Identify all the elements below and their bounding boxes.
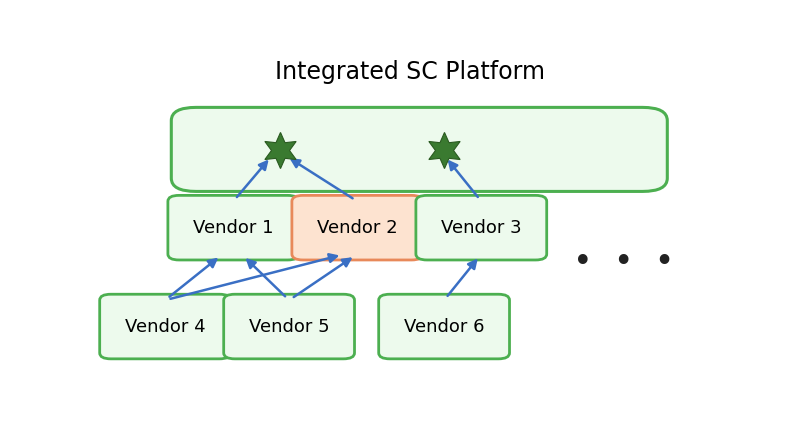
- Text: Vendor 4: Vendor 4: [125, 318, 206, 336]
- Text: Integrated SC Platform: Integrated SC Platform: [275, 59, 545, 83]
- Text: Vendor 5: Vendor 5: [249, 318, 330, 336]
- FancyBboxPatch shape: [224, 294, 354, 359]
- FancyBboxPatch shape: [416, 195, 546, 260]
- Text: •  •  •: • • •: [574, 246, 674, 279]
- FancyBboxPatch shape: [378, 294, 510, 359]
- Text: Vendor 6: Vendor 6: [404, 318, 484, 336]
- Text: Vendor 2: Vendor 2: [317, 219, 398, 237]
- FancyBboxPatch shape: [100, 294, 230, 359]
- Text: Vendor 3: Vendor 3: [441, 219, 522, 237]
- FancyBboxPatch shape: [292, 195, 422, 260]
- FancyBboxPatch shape: [171, 107, 667, 191]
- FancyBboxPatch shape: [168, 195, 298, 260]
- Text: Vendor 1: Vendor 1: [193, 219, 274, 237]
